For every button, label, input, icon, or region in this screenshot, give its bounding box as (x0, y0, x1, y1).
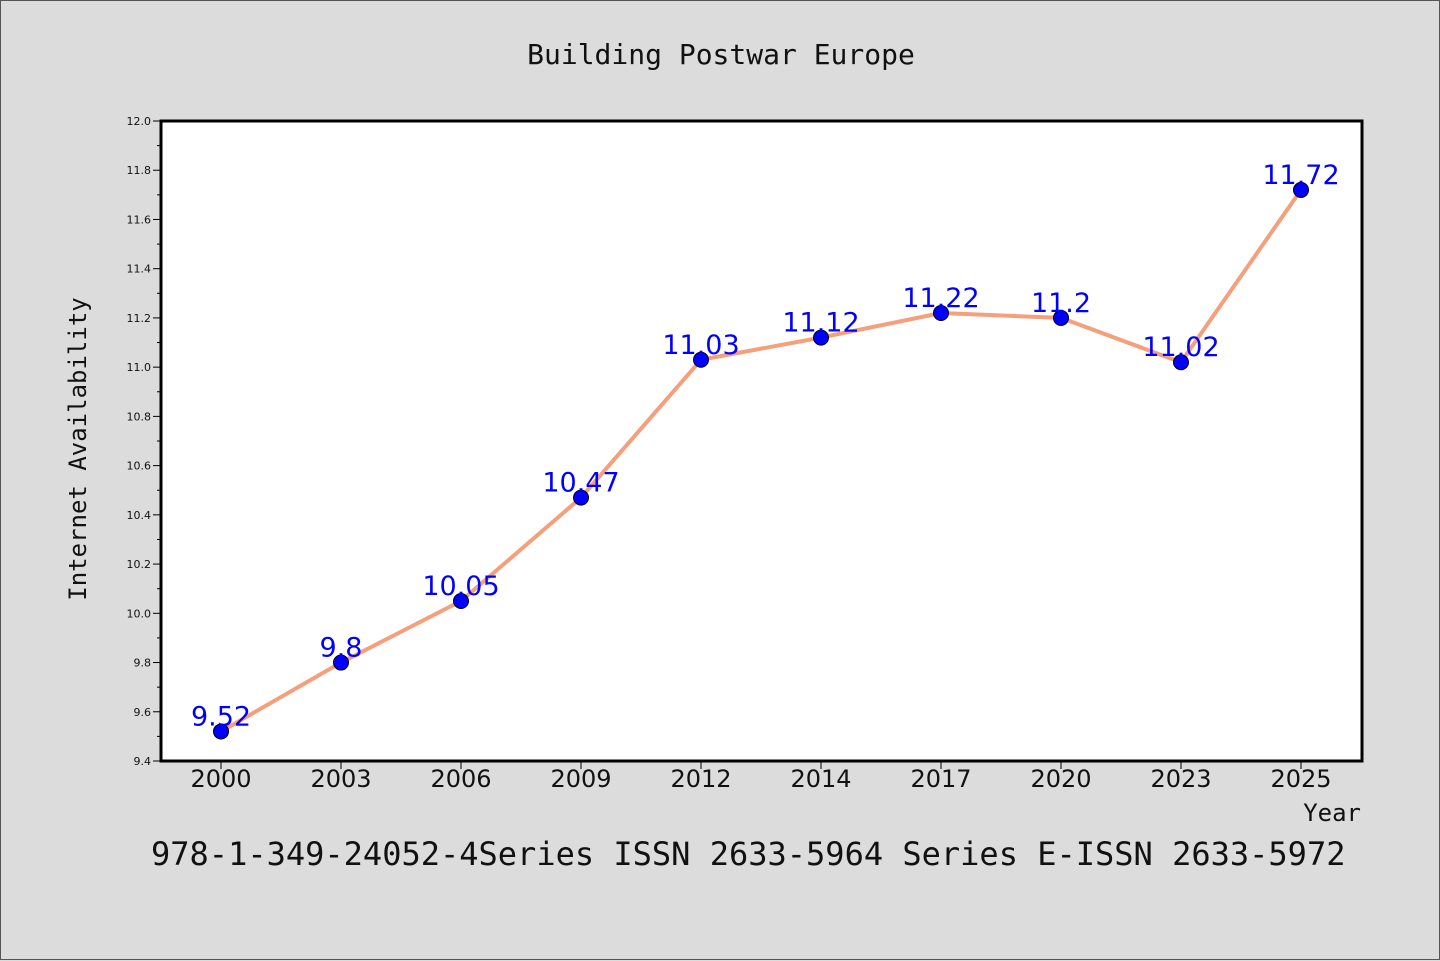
x-tick-label: 2025 (1270, 765, 1331, 793)
x-tick-label: 2020 (1030, 765, 1091, 793)
data-label: 9.8 (320, 633, 363, 664)
y-tick-label: 9.4 (134, 755, 152, 768)
y-tick-label: 11.0 (127, 361, 152, 374)
y-axis-label: Internet Availability (64, 297, 92, 600)
y-tick-label: 9.8 (134, 657, 152, 670)
y-tick-label: 10.8 (127, 410, 152, 423)
x-tick-label: 2023 (1150, 765, 1211, 793)
data-point (573, 489, 589, 506)
y-tick-label: 10.2 (127, 558, 152, 571)
x-axis-label: Year (1303, 799, 1361, 827)
data-point (333, 654, 349, 671)
data-point (1053, 309, 1069, 326)
series-line-group (220, 188, 1303, 734)
x-tick-label: 2000 (190, 765, 251, 793)
data-label: 11.2 (1031, 288, 1091, 319)
data-point (813, 329, 829, 346)
x-tick-label: 2012 (670, 765, 731, 793)
x-tick-label: 2017 (910, 765, 971, 793)
x-tick-label: 2009 (550, 765, 611, 793)
data-point (1173, 354, 1189, 371)
x-tick-label: 2014 (790, 765, 851, 793)
data-label: 11.72 (1262, 160, 1339, 191)
data-label: 11.12 (782, 308, 859, 339)
data-label: 11.03 (662, 330, 739, 361)
series-line (220, 188, 1303, 734)
y-tick-label: 10.0 (127, 607, 152, 620)
data-label: 10.47 (542, 468, 619, 499)
x-tick-label: 2003 (310, 765, 371, 793)
y-tick-label: 11.8 (127, 164, 152, 177)
data-label: 11.22 (902, 283, 979, 314)
y-tick-label: 11.2 (127, 312, 152, 325)
data-point (213, 723, 229, 740)
y-tick-label: 10.4 (127, 509, 152, 522)
data-point (693, 351, 709, 368)
y-tick-label: 12.0 (127, 115, 152, 128)
y-tick-label: 10.6 (127, 460, 152, 473)
data-point (933, 305, 949, 321)
data-point (1293, 181, 1309, 198)
y-axis-ticks: 9.4 9.6 9.8 10.0 10.2 10.4 10.6 10.8 11.0 11.2 11.… (127, 115, 161, 768)
x-axis-ticks: 2000 2003 2006 2009 2012 2014 2017 2020 2023 2025 (190, 761, 1332, 793)
y-tick-label: 11.4 (127, 263, 152, 276)
data-label: 10.05 (422, 571, 499, 602)
data-label: 9.52 (191, 701, 251, 732)
chart-title: Building Postwar Europe (527, 38, 915, 71)
x-tick-label: 2006 (430, 765, 491, 793)
footer-isbn-issn: 978-1-349-24052-4Series ISSN 2633-5964 S… (151, 835, 1345, 873)
y-tick-label: 9.6 (134, 706, 152, 719)
data-point (453, 593, 469, 609)
data-label: 11.02 (1142, 332, 1219, 363)
data-labels: 9.52 9.8 10.05 10.47 11.03 11.12 11.22 11.2 11.0… (191, 160, 1340, 733)
data-markers (213, 181, 1309, 740)
y-tick-label: 11.6 (127, 213, 152, 226)
